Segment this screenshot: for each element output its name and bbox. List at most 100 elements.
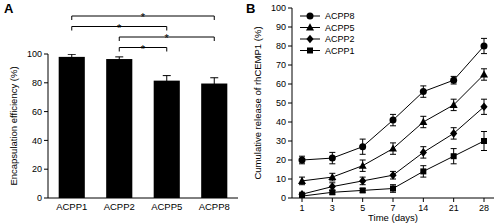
x-tick-label: ACPP8 [199, 201, 230, 212]
x-tick-label: 28 [479, 203, 489, 213]
y-tick [44, 111, 48, 112]
series-line [302, 46, 484, 160]
significance-star: * [165, 32, 170, 44]
error-bar [163, 76, 171, 86]
series-line [302, 107, 484, 194]
data-point [298, 190, 305, 198]
data-point [299, 157, 306, 164]
bar-chart: 020406080100AEncapsulation efficiency (%… [4, 1, 238, 212]
data-point [359, 143, 366, 150]
data-point [450, 77, 457, 84]
data-point [420, 88, 427, 95]
error-bar [451, 99, 457, 110]
error-bar [420, 166, 426, 177]
significance-star: * [141, 43, 146, 55]
error-bar [390, 114, 396, 125]
legend-label: ACPP8 [325, 11, 355, 21]
y-tick-label: 100 [271, 3, 286, 13]
data-point [480, 70, 488, 77]
bar [201, 84, 227, 198]
data-point [329, 155, 336, 162]
error-bar [420, 116, 426, 127]
legend-marker [306, 35, 313, 44]
line-chart: 0102030405060708090100BCumulative releas… [246, 1, 494, 223]
significance-star: * [117, 22, 122, 34]
y-tick [288, 122, 292, 123]
legend-marker [307, 13, 314, 20]
y-tick-label: 0 [37, 193, 42, 203]
error-bar [420, 147, 426, 158]
error-bar [360, 160, 366, 171]
y-tick-label: 10 [276, 174, 286, 184]
x-tick [423, 198, 424, 202]
bar [106, 59, 132, 198]
error-bar [451, 128, 457, 139]
data-point [298, 177, 306, 184]
error-bar [68, 54, 76, 59]
error-bar [451, 149, 457, 164]
x-tick [484, 198, 485, 202]
y-tick-label: 80 [32, 78, 42, 88]
data-point [389, 144, 397, 151]
y-axis-label: Encapsulation efficiency (%) [8, 66, 19, 185]
y-tick [288, 27, 292, 28]
y-axis-label: Cumulative release of rhCEMP1 (%) [252, 26, 263, 179]
error-bar [360, 139, 366, 154]
y-axis [48, 54, 49, 198]
y-tick [288, 46, 292, 47]
y-tick [288, 160, 292, 161]
y-tick-label: 0 [281, 193, 286, 203]
data-point [328, 173, 336, 180]
error-bar [390, 171, 396, 179]
x-tick-label: 1 [299, 203, 304, 213]
error-bar [329, 183, 335, 191]
x-tick-label: 5 [360, 203, 365, 213]
data-point [481, 138, 487, 144]
error-bar [420, 86, 426, 97]
data-point [451, 153, 457, 159]
error-bar [481, 132, 487, 151]
y-tick [288, 179, 292, 180]
data-point [390, 186, 396, 192]
y-tick [288, 65, 292, 66]
data-point [481, 43, 488, 50]
series-line [302, 141, 484, 196]
y-tick [44, 140, 48, 141]
x-tick [453, 198, 454, 202]
legend-label: ACPP5 [325, 23, 355, 33]
error-bar [210, 78, 218, 90]
error-bar [451, 76, 457, 84]
y-tick [288, 141, 292, 142]
x-tick-label: 3 [330, 203, 335, 213]
y-tick [288, 8, 292, 9]
y-tick-label: 20 [276, 155, 286, 165]
legend-marker [307, 48, 313, 54]
legend-marker [306, 23, 314, 30]
data-point [299, 193, 305, 198]
error-bar [390, 143, 396, 154]
y-tick [44, 169, 48, 170]
legend-label: ACPP2 [325, 34, 355, 44]
y-tick-label: 100 [27, 49, 42, 59]
data-point [359, 177, 366, 186]
error-bar [299, 177, 305, 185]
data-point [389, 171, 396, 180]
panel-title: A [4, 1, 14, 16]
error-bar [481, 69, 487, 80]
error-bar [481, 38, 487, 53]
x-tick [393, 198, 394, 202]
x-tick-label: 7 [390, 203, 395, 213]
error-bar [115, 57, 123, 61]
y-tick-label: 30 [276, 136, 286, 146]
data-point [359, 162, 367, 169]
error-bar [390, 185, 396, 193]
y-tick-label: 90 [276, 22, 286, 32]
x-tick-label: 14 [418, 203, 428, 213]
y-tick [44, 82, 48, 83]
x-tick [362, 198, 363, 202]
y-tick [288, 103, 292, 104]
plot-area [59, 54, 228, 198]
error-bar [329, 152, 335, 163]
x-tick-label: ACPP5 [151, 201, 182, 212]
legend: ACPP8ACPP5ACPP2ACPP1 [300, 11, 355, 56]
